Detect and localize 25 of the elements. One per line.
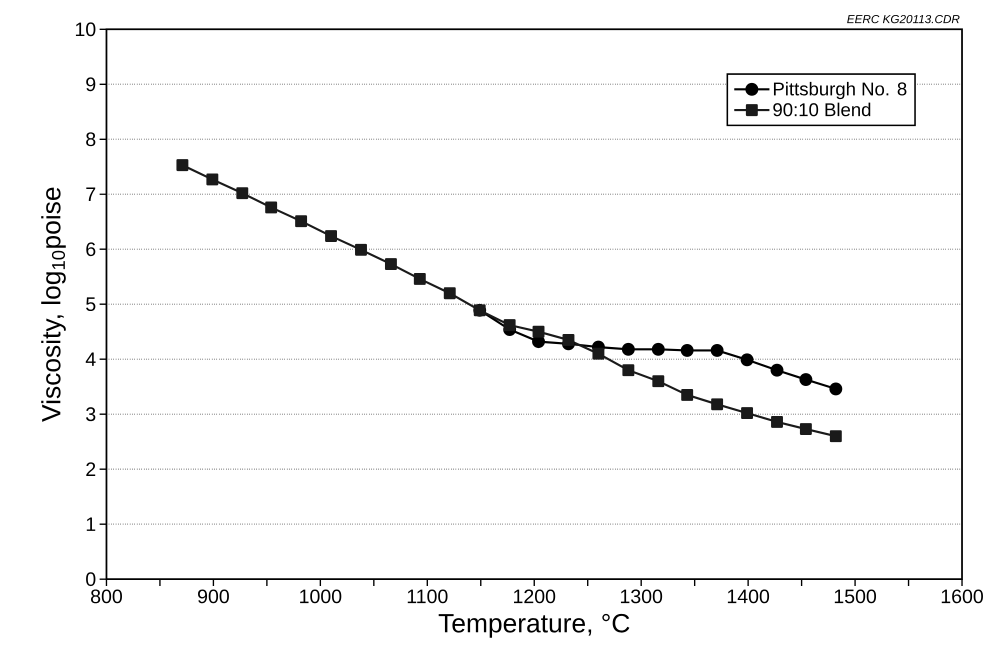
x-tick-label: 1100 bbox=[408, 589, 448, 604]
y-tick-label: 4 bbox=[86, 352, 96, 366]
x-tick-label: 1500 bbox=[834, 589, 876, 604]
y-tick-label: 1 bbox=[86, 517, 96, 531]
x-tick-label: 1200 bbox=[514, 589, 556, 604]
x-axis-title: Temperature, °C bbox=[438, 614, 630, 638]
y-tick-label: 5 bbox=[86, 297, 96, 312]
legend-label: 90:10 Blend bbox=[773, 102, 870, 116]
y-tick-label: 3 bbox=[86, 407, 96, 422]
y-tick-label: 7 bbox=[86, 188, 96, 201]
text: EERC KG20113.CDR bbox=[847, 14, 960, 24]
x-tick-label: 900 bbox=[198, 589, 229, 604]
x-tick-label: 800 bbox=[91, 589, 122, 604]
y-tick-label: 6 bbox=[86, 242, 96, 256]
y-tick-label: 9 bbox=[86, 77, 96, 92]
y-tick-label: 8 bbox=[86, 132, 96, 146]
x-tick-label: 1400 bbox=[728, 589, 770, 604]
x-tick-label: 1600 bbox=[942, 589, 983, 604]
x-tick-label: 1000 bbox=[300, 589, 342, 604]
y-tick-label: 0 bbox=[86, 572, 96, 586]
y-tick-label: 2 bbox=[86, 462, 96, 476]
y-tick-label: 10 bbox=[76, 22, 96, 36]
x-tick-label: 1300 bbox=[620, 589, 662, 604]
y-axis-title: Viscosity, log$_{10}$poise bbox=[41, 188, 66, 422]
legend-label: Pittsburgh No. 8 bbox=[774, 82, 906, 100]
